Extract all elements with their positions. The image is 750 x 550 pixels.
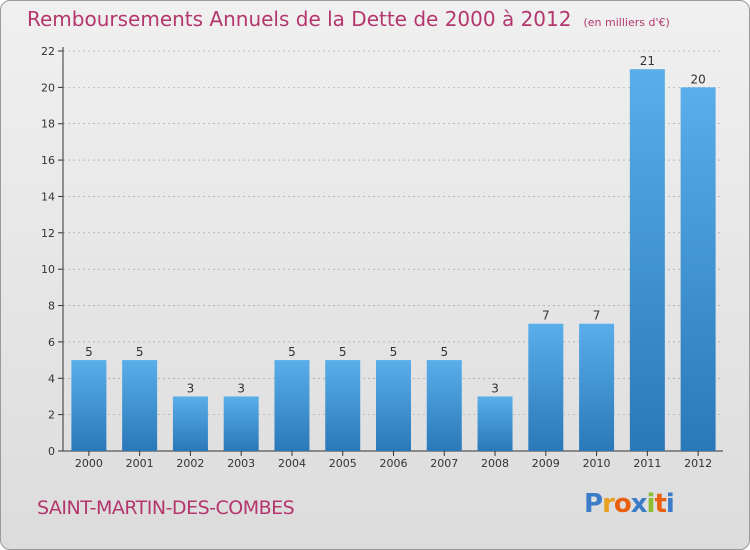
y-tick-label: 16 bbox=[41, 154, 55, 167]
x-tick-label: 2008 bbox=[481, 457, 509, 470]
y-tick-label: 10 bbox=[41, 263, 55, 276]
y-tick-label: 14 bbox=[41, 190, 55, 203]
bar-2003 bbox=[223, 396, 259, 451]
x-tick-label: 2005 bbox=[329, 457, 357, 470]
data-label: 5 bbox=[440, 345, 448, 359]
x-tick-label: 2001 bbox=[126, 457, 154, 470]
bar-2012 bbox=[680, 87, 716, 451]
y-tick-label: 18 bbox=[41, 118, 55, 131]
chart-unit-note: (en milliers d'€) bbox=[583, 16, 670, 29]
y-tick-label: 2 bbox=[48, 409, 55, 422]
bar-2001 bbox=[122, 360, 158, 451]
bars bbox=[71, 69, 716, 451]
y-tick-label: 4 bbox=[48, 372, 55, 385]
x-tick-label: 2012 bbox=[684, 457, 712, 470]
bar-2007 bbox=[426, 360, 462, 451]
town-name: SAINT-MARTIN-DES-COMBES bbox=[37, 497, 295, 519]
x-tick-label: 2002 bbox=[176, 457, 204, 470]
x-tick-label: 2003 bbox=[227, 457, 255, 470]
logo-letter: P bbox=[584, 489, 603, 519]
chart-title-text: Remboursements Annuels de la Dette de 20… bbox=[27, 7, 572, 31]
logo-letter: r bbox=[602, 489, 615, 519]
y-tick-label: 0 bbox=[48, 445, 55, 458]
x-tick-label: 2000 bbox=[75, 457, 103, 470]
proxiti-logo: Proxiti bbox=[584, 489, 675, 519]
bar-2009 bbox=[528, 323, 564, 451]
data-label: 20 bbox=[690, 72, 705, 86]
bar-2002 bbox=[172, 396, 208, 451]
data-labels: 5 5 3 3 5 5 5 5 3 7 7 21 20 bbox=[85, 54, 706, 395]
data-label: 5 bbox=[390, 345, 398, 359]
data-label: 3 bbox=[491, 381, 499, 395]
x-tick-label: 2011 bbox=[633, 457, 661, 470]
x-tick-label: 2007 bbox=[430, 457, 458, 470]
logo-letter: i bbox=[665, 489, 675, 519]
axes: 0 2 4 6 8 10 12 14 16 18 20 22 2000 2001 2002 2003 2004 2… bbox=[41, 45, 723, 470]
bar-2010 bbox=[579, 323, 615, 451]
data-label: 5 bbox=[288, 345, 296, 359]
y-tick-label: 8 bbox=[48, 300, 55, 313]
logo-letter: x bbox=[630, 489, 648, 519]
data-label: 5 bbox=[85, 345, 93, 359]
data-label: 7 bbox=[593, 309, 601, 323]
data-label: 5 bbox=[339, 345, 347, 359]
y-tick-label: 6 bbox=[48, 336, 55, 349]
logo-letter: i bbox=[646, 489, 656, 519]
bar-2000 bbox=[71, 360, 107, 451]
y-tick-label: 22 bbox=[41, 45, 55, 58]
y-tick-label: 12 bbox=[41, 227, 55, 240]
x-tick-label: 2006 bbox=[380, 457, 408, 470]
bar-2004 bbox=[274, 360, 310, 451]
data-label: 21 bbox=[640, 54, 655, 68]
data-label: 5 bbox=[136, 345, 144, 359]
x-tick-label: 2009 bbox=[532, 457, 560, 470]
data-label: 3 bbox=[237, 381, 245, 395]
bar-2006 bbox=[376, 360, 411, 451]
x-tick-label: 2004 bbox=[278, 457, 306, 470]
y-tick-label: 20 bbox=[41, 81, 55, 94]
x-tick-label: 2010 bbox=[583, 457, 611, 470]
logo-letter: o bbox=[613, 489, 632, 519]
logo-letter: t bbox=[654, 489, 666, 519]
bar-2008 bbox=[477, 396, 513, 451]
chart-title: Remboursements Annuels de la Dette de 20… bbox=[27, 7, 670, 31]
data-label: 7 bbox=[542, 309, 550, 323]
data-label: 3 bbox=[187, 381, 195, 395]
bar-2011 bbox=[629, 69, 665, 451]
bar-2005 bbox=[325, 360, 361, 451]
